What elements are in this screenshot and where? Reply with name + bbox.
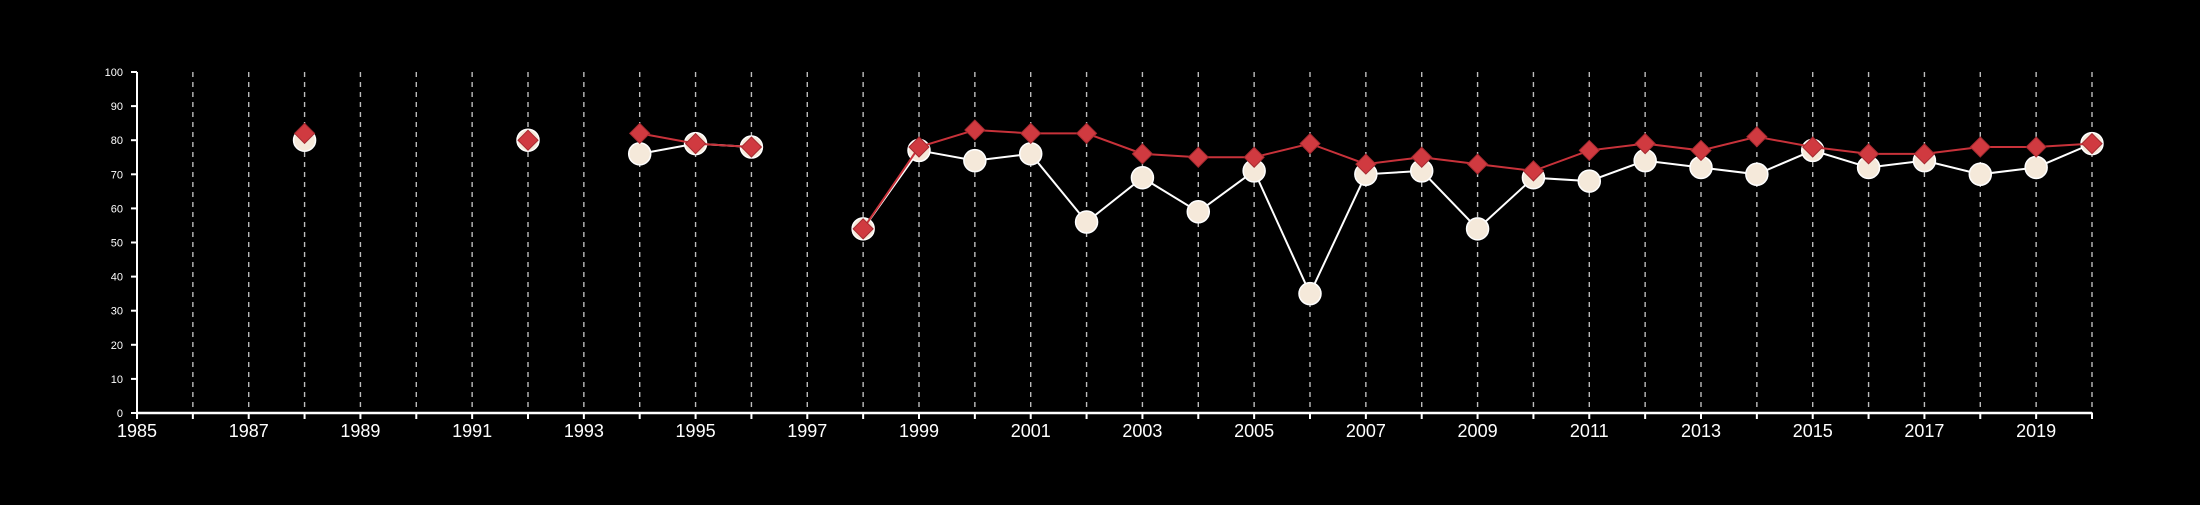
y-tick-label: 90 — [111, 101, 123, 113]
y-tick-label: 70 — [111, 169, 123, 181]
diamond-marker — [1355, 153, 1377, 175]
y-tick-label: 10 — [111, 374, 123, 386]
y-tick-label: 40 — [111, 272, 123, 284]
x-tick-label: 2015 — [1793, 421, 1833, 441]
diamond-marker — [684, 132, 707, 155]
y-tick-label: 50 — [111, 238, 123, 250]
circle-marker — [1186, 200, 1211, 224]
circle-marker — [1577, 169, 1602, 193]
y-tick-label: 80 — [111, 135, 123, 147]
x-tick-label: 1985 — [117, 421, 157, 441]
diamond-marker — [1690, 139, 1712, 162]
diamond-marker — [2025, 136, 2047, 158]
circle-marker — [1130, 165, 1155, 190]
axes: 0 10 20 30 40 50 60 70 80 90 100 1985 1987 1989 1991 19… — [105, 67, 2093, 441]
circle-marker — [1968, 162, 1993, 187]
y-tick-label: 30 — [111, 306, 123, 318]
diamond-marker — [1466, 153, 1489, 175]
y-tick-label: 60 — [111, 203, 123, 215]
x-tick-label: 1989 — [340, 421, 380, 441]
diamond-marker — [1187, 146, 1209, 168]
x-tick-label: 2017 — [1904, 421, 1944, 441]
diamond-marker — [2081, 132, 2103, 155]
diamond-marker — [964, 119, 986, 141]
x-tick-label: 1995 — [676, 421, 716, 441]
circle-marker — [2024, 155, 2048, 180]
x-tick-label: 2003 — [1122, 421, 1162, 441]
x-tick-label: 1993 — [564, 421, 604, 441]
diamond-marker — [1578, 139, 1600, 162]
series-group — [292, 119, 2104, 306]
diamond-marker — [1746, 126, 1768, 148]
diamond-marker — [1020, 122, 1042, 145]
diamond-marker — [1634, 132, 1656, 155]
x-tick-label: 2009 — [1458, 421, 1498, 441]
circle-marker — [1465, 217, 1490, 241]
x-tick-label: 1999 — [899, 421, 939, 441]
diamond-marker — [740, 136, 763, 158]
diamond-marker — [1131, 143, 1154, 165]
x-tick-label: 1997 — [787, 421, 827, 441]
diamond-marker — [517, 129, 539, 151]
y-tick-label: 0 — [117, 408, 123, 420]
diamond-marker — [1075, 122, 1098, 145]
diamond-marker — [1522, 160, 1545, 182]
x-tick-label: 1987 — [229, 421, 269, 441]
diamond-marker — [293, 122, 316, 145]
y-tick-label: 100 — [105, 67, 123, 79]
diamond-marker — [1411, 146, 1433, 168]
x-tick-label: 2005 — [1234, 421, 1274, 441]
circle-marker — [1298, 281, 1322, 306]
diamond-marker — [1913, 143, 1936, 165]
x-tick-label: 2011 — [1570, 421, 1609, 441]
diamond-marker — [908, 136, 930, 158]
x-tick-label: 2001 — [1011, 421, 1051, 441]
diamond-marker — [1857, 143, 1880, 165]
diamond-marker — [1299, 132, 1321, 155]
x-tick-label: 2007 — [1346, 421, 1386, 441]
diamond-marker — [852, 218, 874, 240]
x-tick-label: 2013 — [1681, 421, 1721, 441]
x-tick-label: 2019 — [2016, 421, 2056, 441]
diamond-marker — [1243, 146, 1265, 168]
diamond-marker — [629, 122, 651, 145]
x-tick-label: 1991 — [452, 421, 492, 441]
circle-marker — [627, 142, 652, 166]
diamond-marker — [1969, 136, 1991, 158]
gridlines — [192, 72, 2093, 413]
circle-marker — [1074, 210, 1099, 234]
diamond-marker — [1802, 136, 1824, 158]
circle-marker — [963, 148, 987, 173]
series-2 — [293, 119, 2103, 240]
y-tick-label: 20 — [111, 340, 123, 352]
circle-marker — [1745, 162, 1769, 187]
circle-marker — [1018, 142, 1043, 166]
